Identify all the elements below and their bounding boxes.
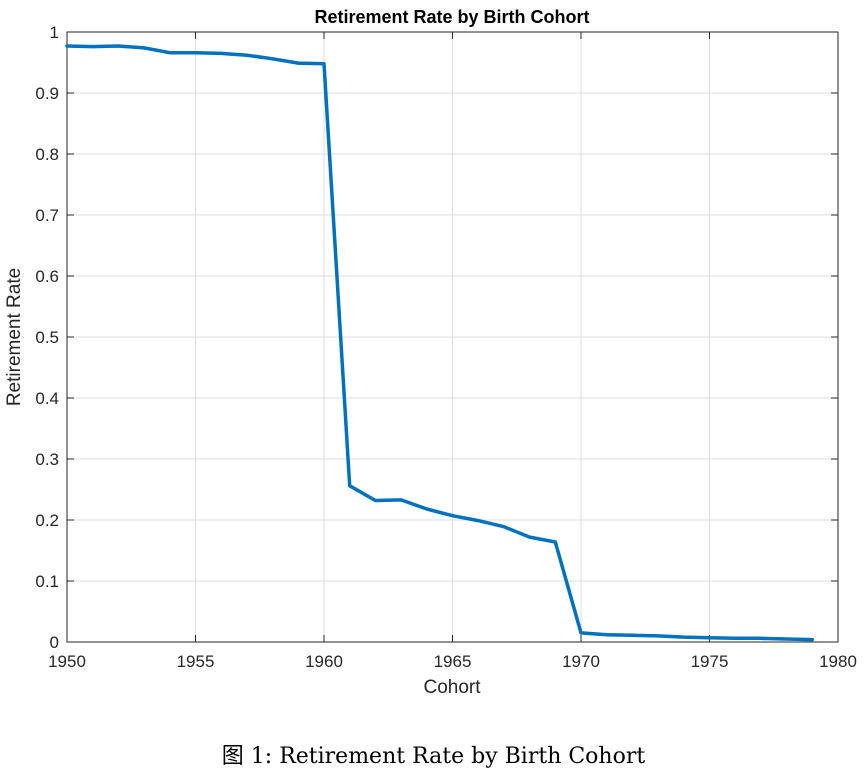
x-tick-label: 1970	[562, 652, 600, 671]
y-tick-label: 0.4	[35, 389, 59, 408]
x-tick-label: 1975	[691, 652, 729, 671]
series-line	[65, 44, 815, 642]
x-tick-label: 1965	[434, 652, 472, 671]
chart-title: Retirement Rate by Birth Cohort	[314, 7, 589, 27]
y-tick-label: 0.1	[35, 572, 59, 591]
series-group	[65, 44, 815, 642]
y-tick-label: 0.7	[35, 206, 59, 225]
y-tick-label: 0	[50, 633, 59, 652]
y-tick-label: 1	[50, 23, 59, 42]
y-axis-label: Retirement Rate	[4, 268, 25, 406]
y-tick-label: 0.8	[35, 145, 59, 164]
grid	[67, 32, 838, 642]
axis-ticks: 1950 1955 1960 1965 1970 1975 1980 0 0.1 0.2 0.3 0.…	[35, 23, 857, 671]
x-tick-label: 1955	[177, 652, 215, 671]
x-tick-label: 1980	[819, 652, 857, 671]
y-tick-label: 0.5	[35, 328, 59, 347]
x-tick-label: 1960	[305, 652, 343, 671]
line-chart: Retirement Rate by Birth Cohort 1950 1955…	[4, 7, 857, 698]
y-tick-label: 0.3	[35, 450, 59, 469]
y-tick-label: 0.6	[35, 267, 59, 286]
y-tick-label: 0.9	[35, 84, 59, 103]
x-tick-label: 1950	[48, 652, 86, 671]
caption-text: Retirement Rate by Birth Cohort	[279, 744, 646, 769]
caption-label: 图 1:	[221, 744, 273, 769]
figure-caption: 图 1: Retirement Rate by Birth Cohort	[0, 738, 867, 770]
x-axis-label: Cohort	[423, 677, 481, 698]
y-tick-label: 0.2	[35, 511, 59, 530]
